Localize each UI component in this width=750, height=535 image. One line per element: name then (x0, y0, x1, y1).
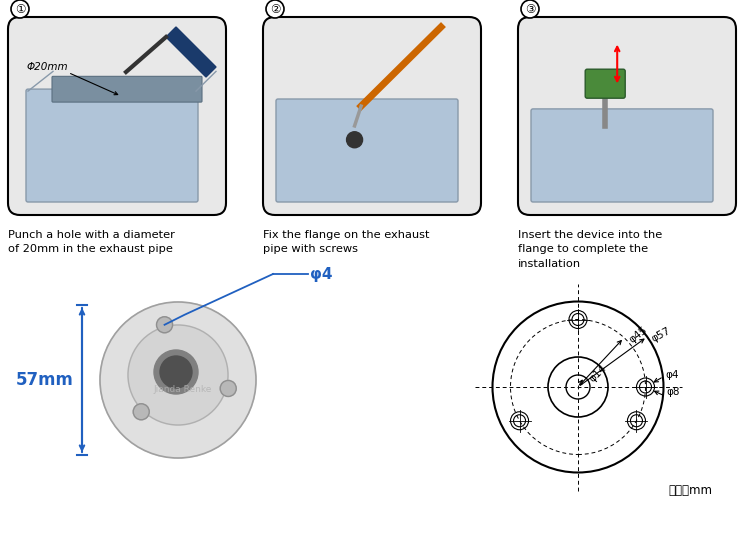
Circle shape (154, 350, 198, 394)
Text: Fix the flange on the exhaust
pipe with screws: Fix the flange on the exhaust pipe with … (263, 230, 430, 255)
Text: φ45: φ45 (627, 325, 649, 345)
FancyBboxPatch shape (276, 99, 458, 202)
Text: φ14: φ14 (587, 363, 609, 385)
Text: 57mm: 57mm (16, 371, 74, 389)
FancyBboxPatch shape (531, 109, 713, 202)
Polygon shape (166, 27, 216, 77)
Circle shape (266, 0, 284, 18)
FancyBboxPatch shape (52, 77, 202, 102)
Text: φ8: φ8 (667, 387, 680, 397)
Text: φ4: φ4 (310, 266, 332, 281)
Circle shape (11, 0, 29, 18)
Circle shape (134, 404, 149, 420)
FancyBboxPatch shape (585, 69, 626, 98)
Text: φ57: φ57 (650, 326, 673, 344)
Text: 单位：mm: 单位：mm (668, 484, 712, 497)
FancyBboxPatch shape (518, 17, 736, 215)
Circle shape (220, 380, 236, 396)
FancyBboxPatch shape (263, 17, 481, 215)
Circle shape (346, 132, 362, 148)
Circle shape (157, 317, 172, 333)
Text: Insert the device into the
flange to complete the
installation: Insert the device into the flange to com… (518, 230, 662, 269)
Text: φ4: φ4 (666, 371, 680, 380)
Circle shape (521, 0, 539, 18)
Circle shape (160, 356, 192, 388)
FancyBboxPatch shape (8, 17, 226, 215)
Text: ③: ③ (525, 3, 536, 16)
Circle shape (128, 325, 228, 425)
Text: Jianda Renke: Jianda Renke (154, 386, 212, 394)
Text: Punch a hole with a diameter
of 20mm in the exhaust pipe: Punch a hole with a diameter of 20mm in … (8, 230, 175, 255)
FancyBboxPatch shape (26, 89, 198, 202)
Text: Φ20mm: Φ20mm (26, 62, 68, 72)
Text: ②: ② (270, 3, 280, 16)
Text: ①: ① (15, 3, 26, 16)
Circle shape (100, 302, 256, 458)
